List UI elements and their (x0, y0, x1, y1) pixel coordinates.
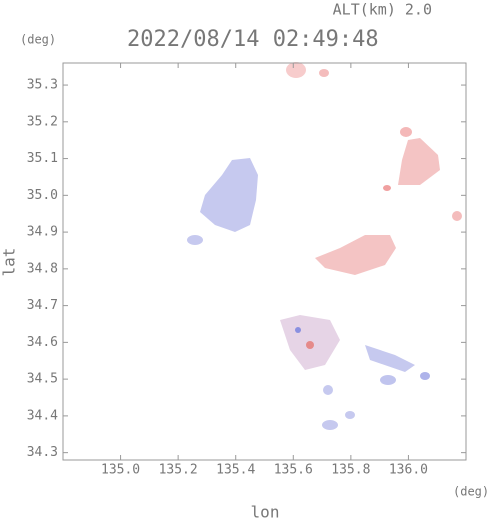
echo-red (286, 62, 306, 78)
x-tick-label: 135.6 (274, 463, 313, 478)
y-tick-label: 35.2 (27, 114, 58, 129)
echo-blue (187, 235, 203, 245)
echo-blue (322, 420, 338, 430)
echo-red (319, 69, 329, 77)
y-axis-label: lat (0, 248, 19, 277)
altitude-label: ALT(km) 2.0 (333, 1, 432, 19)
echo-blue (420, 372, 430, 380)
y-tick-label: 34.3 (27, 445, 58, 460)
y-tick-label: 34.8 (27, 261, 58, 276)
echo-red (398, 138, 440, 185)
echo-blue (295, 327, 301, 333)
x-tick-label: 135.0 (101, 463, 140, 478)
y-tick-label: 35.3 (27, 78, 58, 93)
plot-frame (62, 62, 467, 461)
echo-blue (380, 375, 396, 385)
x-axis-label: lon (251, 503, 280, 521)
y-tick-label: 34.4 (27, 408, 58, 423)
echo-red (400, 127, 412, 137)
x-tick-label: 135.2 (159, 463, 198, 478)
x-unit: (deg) (453, 485, 489, 499)
echo-blue (200, 158, 258, 232)
echo-red (306, 341, 314, 349)
echo-red (452, 211, 462, 221)
y-tick-label: 35.0 (27, 188, 58, 203)
y-tick-label: 35.1 (27, 151, 58, 166)
y-tick-label: 34.9 (27, 225, 58, 240)
y-unit: (deg) (20, 33, 56, 47)
echo-blue (345, 411, 355, 419)
echoes (187, 62, 462, 430)
x-tick-label: 135.4 (216, 463, 255, 478)
y-tick-label: 34.5 (27, 372, 58, 387)
echo-red (383, 185, 391, 191)
x-tick-label: 135.8 (331, 463, 370, 478)
x-tick-label: 136.0 (389, 463, 428, 478)
echo-blue (365, 345, 415, 372)
echo-red (315, 235, 396, 275)
y-tick-label: 34.6 (27, 335, 58, 350)
y-tick-label: 34.7 (27, 298, 58, 313)
chart-title: 2022/08/14 02:49:48 (127, 27, 379, 52)
echo-blue (323, 385, 333, 395)
